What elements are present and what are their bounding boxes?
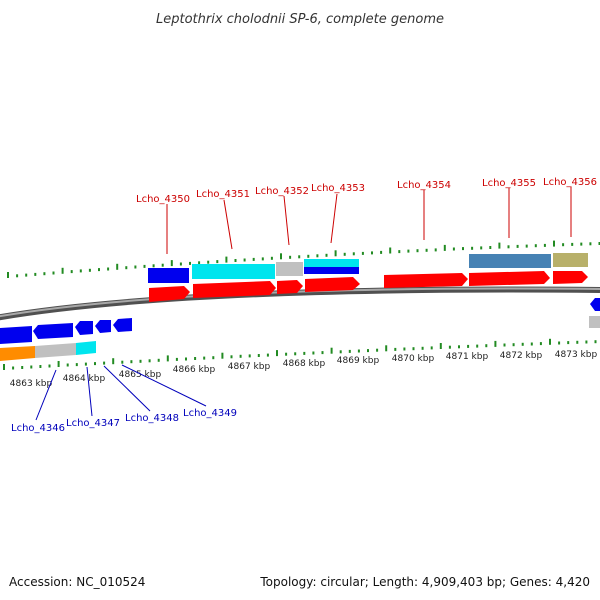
lower-tick-marks bbox=[3, 338, 597, 370]
upper-tick-marks bbox=[7, 240, 600, 278]
gene-arrow-forward[interactable] bbox=[469, 271, 550, 286]
kbp-label: 4867 kbp bbox=[228, 362, 271, 372]
gene-block-blue[interactable] bbox=[148, 268, 189, 283]
kbp-label: 4868 kbp bbox=[283, 359, 326, 369]
gene-arrow-reverse[interactable] bbox=[590, 298, 600, 311]
gene-label-top[interactable]: Lcho_4354 bbox=[397, 180, 451, 191]
kbp-label: 4866 kbp bbox=[173, 365, 216, 375]
leader-line bbox=[35, 369, 57, 421]
gene-arrow-forward[interactable] bbox=[553, 271, 588, 284]
leader-line bbox=[223, 199, 233, 250]
gene-block-gray[interactable] bbox=[589, 316, 600, 328]
leader-line bbox=[121, 364, 207, 407]
gene-label-bottom[interactable]: Lcho_4348 bbox=[125, 413, 179, 424]
reverse-strand-outer-row bbox=[0, 316, 600, 361]
forward-strand-outer-row bbox=[148, 253, 588, 283]
gene-arrow-reverse[interactable] bbox=[113, 318, 132, 332]
reverse-gene-labels: Lcho_4346 Lcho_4347 Lcho_4348 Lcho_4349 bbox=[11, 364, 237, 434]
accession-text: Accession: NC_010524 bbox=[9, 575, 145, 589]
gene-block-steelblue[interactable] bbox=[469, 254, 551, 268]
forward-strand-inner-row bbox=[149, 271, 588, 302]
gene-block-blue[interactable] bbox=[304, 267, 359, 274]
gene-block-cyan[interactable] bbox=[76, 341, 96, 355]
gene-label-top[interactable]: Lcho_4350 bbox=[136, 194, 190, 205]
kbp-axis-labels: 4863 kbp 4864 kbp 4865 kbp 4866 kbp 4867… bbox=[10, 350, 598, 389]
kbp-label: 4871 kbp bbox=[446, 352, 489, 362]
gene-label-top[interactable]: Lcho_4355 bbox=[482, 178, 536, 189]
gene-label-top[interactable]: Lcho_4352 bbox=[255, 186, 309, 197]
gene-arrow-forward[interactable] bbox=[193, 281, 276, 298]
kbp-label: 4872 kbp bbox=[500, 351, 543, 361]
forward-gene-labels: Lcho_4350 Lcho_4351 Lcho_4352 Lcho_4353 … bbox=[136, 177, 597, 254]
gene-block-orange[interactable] bbox=[0, 346, 35, 361]
kbp-label: 4864 kbp bbox=[63, 374, 106, 384]
gene-arrow-forward[interactable] bbox=[149, 286, 190, 302]
gene-arrow-forward[interactable] bbox=[305, 277, 360, 292]
leader-line bbox=[283, 195, 290, 246]
gene-arrow-reverse[interactable] bbox=[33, 323, 73, 339]
gene-label-top[interactable]: Lcho_4353 bbox=[311, 183, 365, 194]
gene-arrow-forward[interactable] bbox=[277, 280, 303, 294]
gene-label-top[interactable]: Lcho_4351 bbox=[196, 189, 250, 200]
gene-label-bottom[interactable]: Lcho_4346 bbox=[11, 423, 65, 434]
leader-line bbox=[103, 365, 151, 412]
map-title: Leptothrix cholodnii SP-6, complete geno… bbox=[156, 12, 444, 27]
kbp-label: 4865 kbp bbox=[119, 370, 162, 380]
gene-arrow-reverse[interactable] bbox=[75, 321, 93, 335]
gene-block-cyan[interactable] bbox=[304, 259, 359, 267]
gene-block-khaki[interactable] bbox=[553, 253, 588, 267]
gene-block-gray[interactable] bbox=[35, 343, 76, 358]
gene-label-bottom[interactable]: Lcho_4347 bbox=[66, 418, 120, 429]
reverse-strand-inner-row bbox=[0, 298, 600, 344]
leader-line bbox=[86, 366, 93, 417]
gene-arrow-forward[interactable] bbox=[384, 273, 468, 288]
kbp-label: 4873 kbp bbox=[555, 350, 598, 360]
gene-label-bottom[interactable]: Lcho_4349 bbox=[183, 408, 237, 419]
kbp-label: 4869 kbp bbox=[337, 356, 380, 366]
kbp-label: 4870 kbp bbox=[392, 354, 435, 364]
genome-summary-text: Topology: circular; Length: 4,909,403 bp… bbox=[259, 575, 590, 589]
gene-block-gray[interactable] bbox=[276, 262, 303, 276]
gene-block-cyan[interactable] bbox=[192, 264, 275, 279]
leader-line bbox=[330, 193, 338, 244]
gene-arrow-reverse[interactable] bbox=[0, 326, 32, 344]
gene-label-top[interactable]: Lcho_4356 bbox=[543, 177, 597, 188]
gene-arrow-reverse[interactable] bbox=[95, 320, 111, 333]
kbp-label: 4863 kbp bbox=[10, 379, 53, 389]
